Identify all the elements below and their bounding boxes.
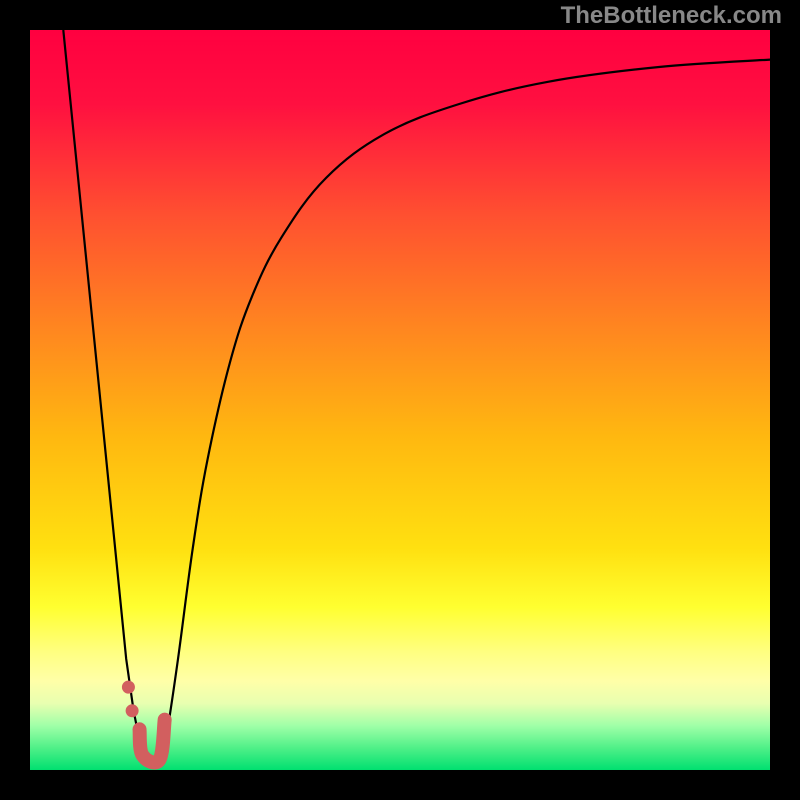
curves-layer — [30, 30, 770, 770]
dot — [122, 681, 135, 694]
bottom-marker — [140, 720, 165, 763]
chart-container: TheBottleneck.com — [0, 0, 800, 800]
dot — [126, 704, 139, 717]
curve-left — [63, 30, 148, 766]
plot-area — [30, 30, 770, 770]
watermark-text: TheBottleneck.com — [561, 2, 782, 30]
curve-right — [160, 60, 771, 767]
dots-group — [122, 681, 139, 718]
